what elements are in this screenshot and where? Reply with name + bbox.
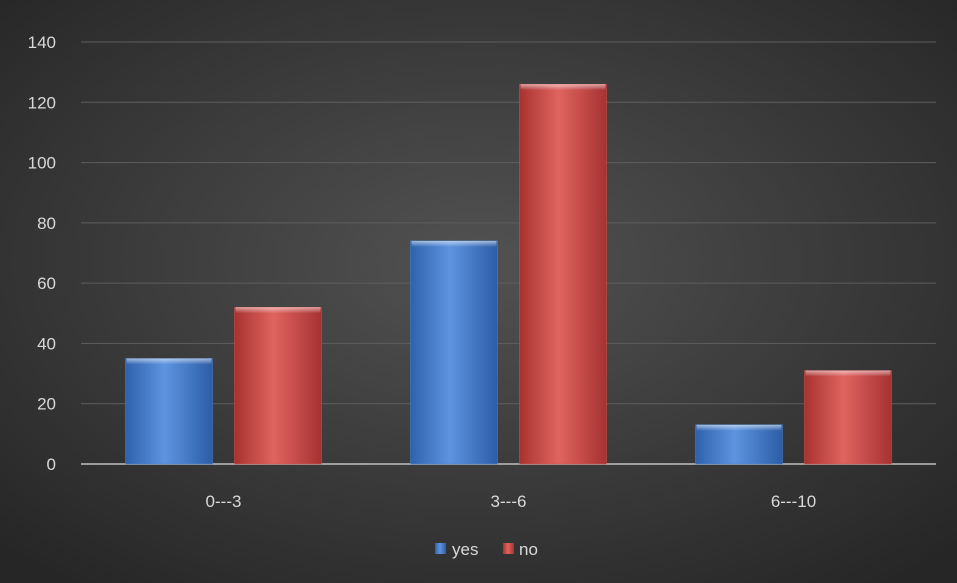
x-axis-tick-labels: 0---3 3---6 6---10	[206, 492, 817, 511]
bar-bevel	[411, 240, 497, 247]
y-tick-label: 60	[37, 274, 56, 293]
bar-yes-2	[695, 424, 783, 465]
bar-body	[804, 370, 892, 465]
bar-body	[125, 358, 213, 465]
bar-body	[410, 240, 498, 465]
bar-yes-1	[410, 240, 498, 465]
bar-bevel	[696, 424, 782, 431]
y-tick-label: 120	[28, 93, 56, 112]
bars	[125, 83, 892, 465]
y-tick-label: 140	[28, 33, 56, 52]
y-tick-label: 20	[37, 395, 56, 414]
bar-no-0	[234, 307, 322, 465]
bar-body	[519, 83, 607, 465]
bar-bevel	[235, 307, 321, 314]
legend-label: yes	[452, 540, 478, 559]
y-axis-tick-labels: 0 20 40 60 80 100 120 140	[28, 33, 56, 474]
gridlines	[81, 41, 936, 465]
bar-bevel	[520, 84, 606, 91]
legend: yes no	[435, 540, 538, 559]
bar-bevel	[805, 370, 891, 377]
x-tick-label: 0---3	[206, 492, 242, 511]
legend-swatch	[503, 543, 514, 554]
bar-bevel	[126, 358, 212, 365]
y-tick-label: 0	[47, 455, 56, 474]
bar-no-1	[519, 83, 607, 465]
legend-swatch	[435, 543, 446, 554]
legend-item-no: no	[503, 540, 538, 559]
bar-no-2	[804, 370, 892, 465]
bar-body	[234, 307, 322, 465]
x-tick-label: 3---6	[491, 492, 527, 511]
legend-label: no	[519, 540, 538, 559]
legend-item-yes: yes	[435, 540, 478, 559]
x-tick-label: 6---10	[771, 492, 816, 511]
y-tick-label: 40	[37, 334, 56, 353]
bar-body	[695, 424, 783, 465]
y-tick-label: 80	[37, 214, 56, 233]
bar-yes-0	[125, 358, 213, 465]
y-tick-label: 100	[28, 154, 56, 173]
